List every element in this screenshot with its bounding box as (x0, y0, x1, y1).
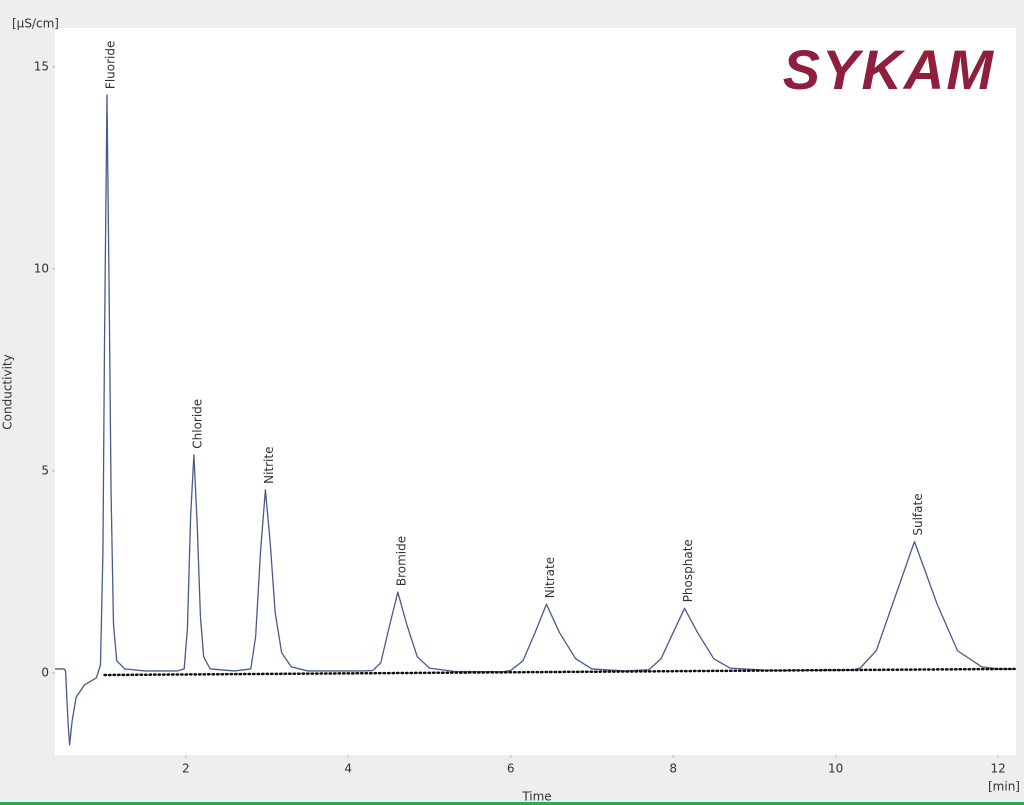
peak-label: Bromide (394, 536, 408, 586)
x-tick-label: 4 (344, 762, 352, 776)
x-tick-label: 8 (669, 762, 677, 776)
peak-label: Fluoride (103, 41, 117, 89)
baseline (103, 667, 1016, 677)
peak-label: Nitrate (543, 557, 557, 598)
peak-label: Sulfate (911, 493, 925, 535)
x-tick-label: 6 (507, 762, 515, 776)
bottom-bar (0, 802, 1024, 805)
y-axis-label: Conductivity (1, 354, 15, 429)
x-tick-label: 2 (182, 762, 190, 776)
x-tick-label: 12 (990, 762, 1005, 776)
y-tick-label: 5 (41, 463, 49, 477)
x-unit: [min] (988, 780, 1020, 794)
y-tick-label: 15 (34, 59, 49, 73)
y-tick-label: 0 (41, 665, 49, 679)
y-unit: [µS/cm] (12, 17, 59, 31)
peak-label: Phosphate (681, 539, 695, 602)
logo: SYKAM (783, 38, 995, 101)
y-tick-label: 10 (34, 261, 49, 275)
plot-area (55, 28, 1016, 755)
peak-label: Chloride (190, 399, 204, 449)
signal-line (55, 94, 1017, 746)
peak-label: Nitrite (262, 447, 276, 484)
x-axis-label: Time (521, 790, 551, 804)
x-tick-label: 10 (828, 762, 843, 776)
